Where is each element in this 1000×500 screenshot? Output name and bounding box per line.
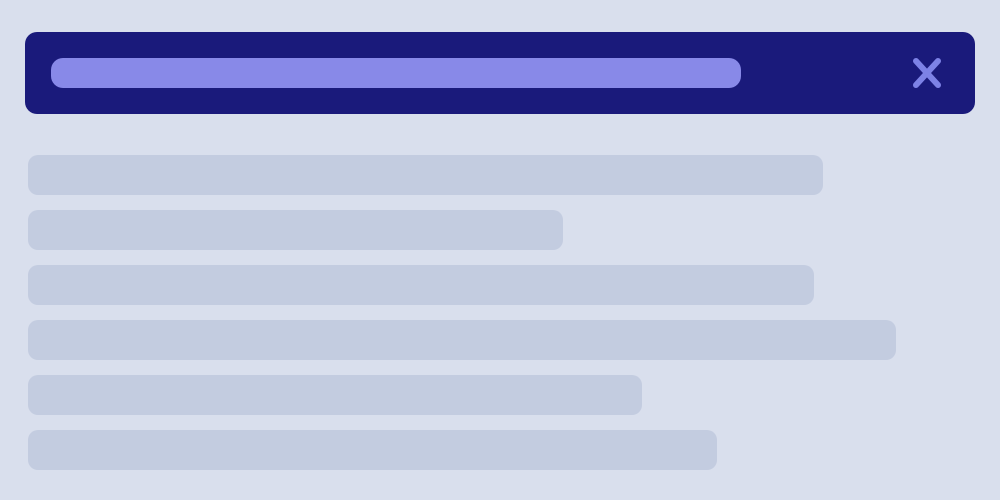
skeleton-line xyxy=(28,430,717,470)
notification-banner xyxy=(25,32,975,114)
skeleton-line xyxy=(28,155,823,195)
skeleton-line xyxy=(28,210,563,250)
close-button[interactable] xyxy=(907,53,947,93)
skeleton-line xyxy=(28,320,896,360)
skeleton-line xyxy=(28,265,814,305)
skeleton-line xyxy=(28,375,642,415)
banner-text-placeholder xyxy=(51,58,741,88)
close-icon xyxy=(913,58,941,88)
content-skeleton xyxy=(28,155,896,485)
